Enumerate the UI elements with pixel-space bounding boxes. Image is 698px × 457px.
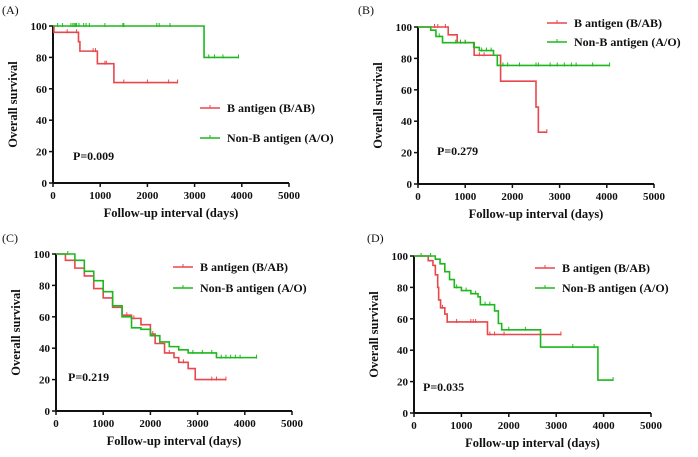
x-tick-label: 5000: [281, 418, 304, 430]
y-tick-label: 100: [31, 21, 48, 33]
x-tick-label: 4000: [593, 420, 616, 432]
x-axis-label: Follow-up interval (days): [104, 206, 239, 220]
x-tick-label: 4000: [234, 418, 257, 430]
x-tick-label: 1000: [454, 191, 477, 203]
y-tick-label: 80: [397, 282, 409, 294]
survival-curve: [53, 25, 178, 84]
x-axis-label: Follow-up interval (days): [465, 436, 600, 450]
legend-label: Non-B antigen (A/O): [574, 35, 681, 49]
panel-d: (D) 0 1000 2000 3000 4000 5000 0 20 40 60 80 100 Foll…: [367, 231, 669, 450]
x-axis-label: Follow-up interval (days): [107, 434, 242, 448]
y-tick-label: 80: [39, 280, 51, 292]
y-tick-label: 0: [407, 179, 413, 191]
y-tick-label: 20: [36, 147, 48, 159]
survival-curve: [414, 255, 614, 381]
y-tick-label: 0: [403, 408, 409, 420]
x-tick-label: 2000: [498, 420, 521, 432]
panel-c: (C) 0 1000 2000 3000 4000 5000 0 20 40 60 80 100 Foll…: [2, 231, 307, 448]
p-value-annotation: P=0.035: [423, 380, 464, 394]
x-tick-label: 5000: [640, 420, 663, 432]
x-tick-label: 1000: [92, 418, 115, 430]
panel-label: (C): [2, 231, 18, 245]
y-tick-label: 60: [39, 312, 51, 324]
p-value-annotation: P=0.219: [68, 370, 109, 384]
x-tick-label: 1000: [450, 420, 473, 432]
legend-label: B antigen (B/AB): [200, 260, 288, 274]
y-tick-label: 100: [392, 251, 409, 263]
legend-label: Non-B antigen (A/O): [200, 281, 307, 295]
panel-a: (A) 0 1000 2000 3000 4000 5000 0 20 40 60 80 100 Foll…: [2, 3, 334, 220]
survival-curve: [53, 25, 239, 59]
x-tick-label: 0: [53, 418, 59, 430]
survival-curve: [56, 253, 257, 359]
x-tick-label: 3000: [187, 418, 210, 430]
y-tick-label: 40: [401, 116, 413, 128]
x-tick-label: 2000: [501, 191, 524, 203]
legend-label: Non-B antigen (A/O): [227, 131, 334, 145]
y-axis-label: Overall survival: [371, 62, 385, 149]
y-tick-label: 40: [36, 115, 48, 127]
y-tick-label: 0: [45, 406, 51, 418]
y-tick-label: 0: [42, 178, 48, 190]
p-value-annotation: P=0.279: [437, 144, 478, 158]
legend-label: B antigen (B/AB): [574, 16, 662, 30]
x-axis-label: Follow-up interval (days): [469, 207, 604, 221]
x-tick-label: 4000: [231, 190, 254, 202]
y-tick-label: 80: [401, 53, 413, 65]
y-tick-label: 60: [397, 314, 409, 326]
x-tick-label: 4000: [596, 191, 619, 203]
x-tick-label: 0: [411, 420, 417, 432]
panel-label: (A): [2, 3, 19, 17]
p-value-annotation: P=0.009: [73, 149, 114, 163]
x-tick-label: 2000: [136, 190, 159, 202]
survival-curve: [418, 26, 547, 133]
survival-curve: [418, 26, 610, 67]
panel-label: (B): [358, 3, 374, 17]
y-axis-label: Overall survival: [6, 61, 20, 148]
x-tick-label: 1000: [89, 190, 112, 202]
y-tick-label: 20: [39, 375, 51, 387]
x-tick-label: 2000: [139, 418, 162, 430]
y-tick-label: 40: [397, 345, 409, 357]
y-tick-label: 20: [401, 148, 413, 160]
y-tick-label: 80: [36, 52, 48, 64]
panel-b: (B) 0 1000 2000 3000 4000 5000 0 20 40 60 80 100 Foll…: [358, 3, 681, 221]
x-tick-label: 0: [50, 190, 56, 202]
panel-label: (D): [367, 231, 384, 245]
y-tick-label: 40: [39, 343, 51, 355]
y-axis-label: Overall survival: [9, 289, 23, 376]
legend-label: B antigen (B/AB): [227, 101, 315, 115]
x-tick-label: 3000: [549, 191, 572, 203]
x-tick-label: 5000: [278, 190, 301, 202]
x-tick-label: 5000: [643, 191, 666, 203]
y-axis-label: Overall survival: [367, 291, 381, 378]
legend-label: B antigen (B/AB): [562, 261, 650, 275]
y-tick-label: 100: [396, 22, 413, 34]
y-tick-label: 20: [397, 377, 409, 389]
legend-label: Non-B antigen (A/O): [562, 281, 669, 295]
x-tick-label: 3000: [184, 190, 207, 202]
y-tick-label: 60: [36, 84, 48, 96]
y-tick-label: 100: [34, 249, 51, 261]
x-tick-label: 3000: [545, 420, 568, 432]
x-tick-label: 0: [415, 191, 421, 203]
y-tick-label: 60: [401, 85, 413, 97]
